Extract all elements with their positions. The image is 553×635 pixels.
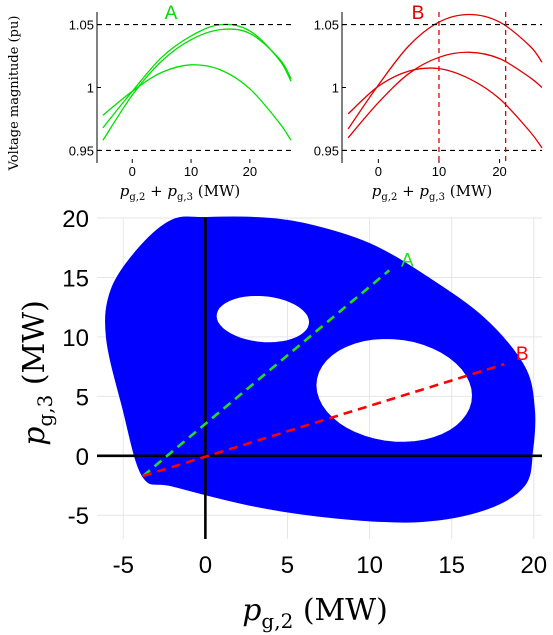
subplot-a-curves	[102, 23, 292, 141]
main-line-label-a: A	[401, 250, 414, 271]
subplot-b-xtick-label: 10	[432, 164, 446, 179]
main-axes: -5 0 5 10 15 20 -5 0 5 10 15 20	[62, 206, 547, 579]
subplot-a-ylabel: Voltage magnitude (pu)	[7, 16, 22, 172]
subplot-b-xtick-label: 0	[375, 164, 382, 179]
subplot-a-ytick-label: 1	[87, 81, 94, 96]
main-line-label-b: B	[516, 344, 529, 365]
subplot-b-ytick-label: 1.05	[314, 18, 339, 33]
main-ytick-label: 0	[76, 444, 89, 471]
subplot-b: B 0.95 1 1.05 0 10 20 pg,2 + pg,3 (MW)	[314, 3, 543, 203]
main-line-b	[142, 362, 505, 478]
subplot-a-ytick-label: 1.05	[69, 18, 94, 33]
main-ytick-label: 15	[62, 265, 89, 292]
subplot-b-series-line	[347, 51, 543, 139]
main-xtick-label: 10	[356, 552, 383, 579]
main-ylabel: pg,3 (MW)	[17, 300, 57, 446]
subplot-b-title: B	[412, 3, 425, 24]
subplot-a-xtick-label: 10	[184, 164, 198, 179]
subplot-b-ytick-label: 1	[332, 81, 339, 96]
main-lines: AB	[142, 250, 529, 478]
subplot-a-series-line	[102, 28, 292, 141]
main-xtick-label: 15	[438, 552, 465, 579]
subplot-b-xtick-label: 20	[492, 164, 506, 179]
subplot-b-ytick-label: 0.95	[314, 143, 339, 158]
main-xtick-label: 5	[281, 552, 294, 579]
feasible-region	[105, 216, 536, 523]
main-ytick-label: 10	[62, 325, 89, 352]
main-line-a	[142, 269, 391, 477]
subplot-a-xtick-label: 20	[243, 164, 257, 179]
subplot-b-series-line	[347, 13, 543, 130]
subplot-a-title: A	[165, 3, 178, 24]
subplot-a-xlabel: pg,2 + pg,3 (MW)	[120, 182, 240, 203]
subplot-a-xtick-label: 0	[129, 164, 136, 179]
subplot-a-series-line	[102, 23, 292, 129]
main-xtick-label: 0	[199, 552, 212, 579]
subplot-b-xlabel: pg,2 + pg,3 (MW)	[372, 182, 492, 203]
main-ytick-label: 5	[76, 384, 89, 411]
subplot-a-axes: 0.95 1 1.05 0 10 20	[69, 12, 291, 179]
main-ytick-label: -5	[68, 503, 89, 530]
subplot-b-axes: 0.95 1 1.05 0 10 20	[314, 12, 542, 179]
main-ytick-label: 20	[62, 206, 89, 233]
main-xtick-label: 20	[520, 552, 547, 579]
subplot-b-series-line	[347, 67, 543, 149]
subplot-a-series-line	[102, 64, 292, 141]
main-xlabel: pg,2 (MW)	[242, 593, 388, 633]
feasible-region-area	[105, 216, 536, 523]
subplot-b-curves	[347, 13, 543, 149]
subplot-a-ytick-label: 0.95	[69, 143, 94, 158]
main-xtick-label: -5	[113, 552, 134, 579]
